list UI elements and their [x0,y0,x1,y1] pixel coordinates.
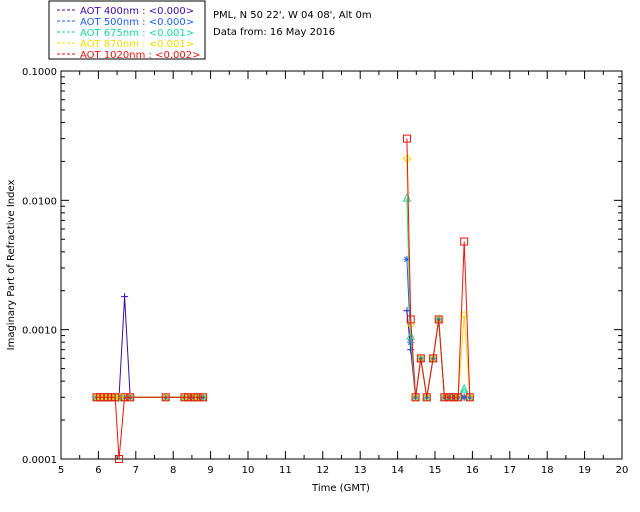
y-axis-title: Imaginary Part of Refractive Index [6,180,17,351]
x-tick-label: 8 [170,465,176,476]
series-line [96,296,204,398]
y-tick-label: 0.0001 [22,455,57,466]
x-tick-label: 10 [242,465,255,476]
x-tick-label: 17 [503,465,516,476]
data-point [422,393,431,402]
legend-label-675: AOT 675nm : <0.001> [80,28,194,39]
plot-area [60,70,623,460]
data-point [449,393,458,402]
data-point [120,393,129,402]
x-tick-label: 16 [466,465,479,476]
data-point [460,393,468,401]
x-tick-label: 11 [279,465,292,476]
data-point [126,393,135,402]
x-axis-title: Time (GMT) [311,483,370,494]
data-point [402,192,412,202]
data-point [111,393,120,402]
data-point [416,354,425,363]
series-line [406,138,471,398]
legend-label-500: AOT 500nm : <0.000> [80,17,194,28]
data-point [459,384,469,393]
x-tick-label: 18 [541,465,554,476]
data-point [402,134,411,143]
x-tick-label: 12 [316,465,329,476]
x-tick-label: 13 [354,465,367,476]
data-point [199,393,208,402]
data-point [440,393,449,402]
y-tick-label: 0.1000 [22,67,57,78]
data-point [184,393,193,402]
x-tick-label: 15 [429,465,442,476]
x-tick-label: 5 [58,465,64,476]
data-point [193,393,202,402]
data-point [199,393,207,401]
series-line [406,158,471,398]
series-4 [92,134,474,463]
axes: 5 6 7 8 9 10 11 12 13 14 15 16 17 18 19 20 0.0001 0.0010 0… [22,67,628,476]
data-point [406,315,415,324]
y-tick-label: 0.0100 [22,196,57,207]
date-text: Data from: 16 May 2016 [213,27,335,38]
data-point [434,315,443,324]
data-point [445,393,454,402]
x-tick-label: 19 [578,465,591,476]
location-text: PML, N 50 22', W 04 08', Alt 0m [213,10,372,21]
legend: AOT 400nm : <0.000> AOT 500nm : <0.000> … [48,0,206,61]
data-point [460,237,469,246]
x-tick-label: 14 [391,465,404,476]
series-1 [93,255,474,401]
legend-label-400: AOT 400nm : <0.000> [80,6,194,17]
data-point [121,293,129,301]
series-line [96,396,204,460]
x-tick-label: 6 [95,465,101,476]
y-tick-label: 0.0010 [22,326,57,337]
data-point [406,330,415,340]
legend-label-1020: AOT 1020nm : <0.002> [80,50,200,61]
data-point [429,354,438,363]
x-tick-label: 20 [616,465,629,476]
data-point [407,338,415,346]
x-tick-label: 9 [207,465,213,476]
legend-label-870: AOT 870nm : <0.001> [80,39,194,50]
data-point [465,393,474,402]
data-point [161,393,170,402]
legend-box [48,0,206,60]
series-3 [92,154,474,402]
x-tick-label: 7 [133,465,139,476]
data-point [403,255,411,263]
series-layer [92,134,475,463]
series-2 [92,192,475,402]
data-point [411,393,420,402]
data-point [454,393,463,402]
series-0 [93,293,474,401]
data-point [114,455,123,463]
